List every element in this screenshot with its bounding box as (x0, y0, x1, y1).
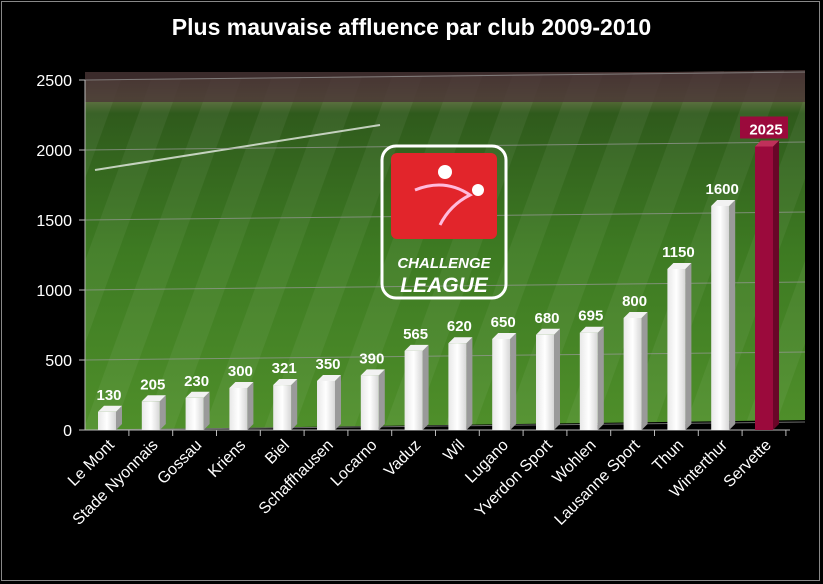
bar-top (448, 337, 473, 344)
x-tick-label: Locarno (328, 437, 381, 490)
data-label: 565 (403, 326, 428, 343)
data-label: 230 (184, 373, 209, 390)
bars: 130 205 230 300 321 350 390 565 620 650 680 695 800 1… (96, 116, 788, 430)
data-label: 205 (140, 376, 165, 393)
bar (141, 401, 160, 430)
bar-side (729, 200, 736, 430)
data-label: 130 (96, 387, 121, 404)
bar-side (510, 333, 517, 430)
bar-top (229, 382, 254, 388)
logo-line1: CHALLENGE (397, 255, 491, 272)
bar-top (98, 405, 122, 412)
bar (536, 334, 554, 430)
y-tick-label: 0 (63, 423, 72, 440)
bar-top (667, 263, 692, 269)
bar-side (247, 382, 254, 430)
bar-top (273, 379, 298, 386)
bar (579, 332, 598, 430)
x-tick-label: Thun (649, 437, 687, 475)
data-label: 300 (228, 363, 253, 380)
bar (317, 381, 335, 430)
x-tick-label: Yverdon Sport (472, 436, 556, 520)
bar-top (492, 333, 517, 339)
gridline (84, 71, 806, 81)
y-tick-label: 1500 (36, 213, 72, 230)
data-label: 390 (359, 350, 384, 367)
data-label: 1600 (706, 181, 739, 198)
y-tick-label: 500 (45, 353, 72, 370)
bar-side (685, 263, 692, 430)
data-label: 650 (491, 314, 516, 331)
bar-side (335, 375, 341, 430)
bar (229, 388, 248, 430)
data-label: 350 (315, 356, 340, 373)
x-tick-label: Biel (262, 437, 293, 468)
bar-side (116, 405, 122, 430)
data-label: 800 (622, 293, 647, 310)
x-tick-label: Kriens (205, 437, 249, 481)
bar (448, 343, 467, 430)
bar (623, 318, 642, 430)
x-tick-label: Servette (721, 437, 775, 491)
data-label-box (740, 116, 788, 139)
bar-top (317, 375, 341, 381)
bar-side (466, 337, 473, 430)
bar (273, 385, 292, 430)
challenge-league-logo: CHALLENGE LEAGUE (380, 144, 508, 300)
bar-top (711, 200, 736, 206)
bar (360, 375, 379, 430)
data-label: 1150 (662, 244, 695, 261)
bar-side (554, 328, 560, 430)
bar (404, 350, 423, 430)
data-label: 680 (534, 310, 559, 327)
data-label: 695 (578, 308, 603, 325)
data-label: 321 (272, 360, 297, 377)
chart-title: Plus mauvaise affluence par club 2009-20… (171, 14, 652, 40)
y-tick-label: 1000 (36, 283, 72, 300)
logo-line2: LEAGUE (400, 274, 489, 297)
bar-top (536, 328, 560, 335)
bar-side (422, 344, 429, 430)
bar-side (291, 379, 298, 430)
x-tick-label: Gossau (154, 437, 205, 488)
bar-side (641, 312, 648, 430)
bar-side (378, 369, 385, 430)
bar-side (773, 140, 779, 430)
bar-side (203, 391, 210, 430)
bar-top (404, 344, 429, 351)
bar (667, 269, 686, 430)
bar (185, 397, 204, 430)
bar-top (755, 140, 779, 147)
bar (492, 339, 511, 430)
bar (98, 411, 116, 430)
data-label: 620 (447, 318, 472, 335)
bar (711, 206, 730, 430)
bar-top (623, 312, 648, 318)
y-tick-label: 2000 (36, 143, 72, 160)
bar-top (141, 395, 166, 402)
x-tick-label: Vaduz (381, 437, 424, 480)
x-tick-label: Wil (440, 437, 468, 465)
y-tick-label: 2500 (36, 73, 72, 90)
data-label: 2025 (749, 122, 782, 139)
bar-top (579, 326, 604, 333)
bar-top (360, 369, 385, 376)
bar (755, 146, 773, 430)
bar-top (185, 391, 210, 398)
bar-side (159, 395, 166, 430)
bar-side (597, 326, 604, 430)
